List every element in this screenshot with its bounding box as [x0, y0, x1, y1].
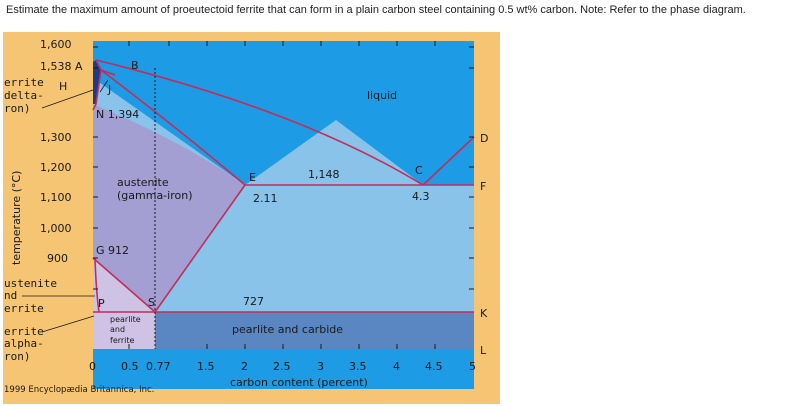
- point-label-c: C: [415, 164, 423, 177]
- j-pointer: [99, 79, 109, 93]
- x-tick-label: 4.5: [425, 360, 443, 373]
- left-label-austenite-ferrite: nd: [4, 289, 17, 302]
- region-label-pearlite-ferrite: and: [110, 325, 125, 334]
- solvus-line: [94, 257, 100, 313]
- x-tick-label: 3: [317, 360, 324, 373]
- y-tick-label: 1,000: [40, 222, 72, 235]
- peritectic-line: [100, 69, 116, 76]
- point-label-s: S: [148, 296, 155, 309]
- copyright-credit: 1999 Encyclopædia Britannica, Inc.: [4, 385, 154, 395]
- a3-line: [92, 257, 156, 313]
- x-tick-label: 3.5: [349, 360, 367, 373]
- point-label-k: K: [480, 307, 488, 320]
- y-tick-label: 1,100: [40, 191, 72, 204]
- x-tick-label: 2: [241, 360, 248, 373]
- region-label-gamma-iron: (gamma-iron): [117, 189, 193, 202]
- region-label-pearlite-ferrite: pearlite: [110, 315, 141, 324]
- x-tick-label: 0: [89, 360, 96, 373]
- eutectic-temperature-label: 1,148: [308, 168, 340, 181]
- pointer-delta: [41, 89, 94, 109]
- x-tick-label: 2.5: [273, 360, 291, 373]
- y-ticks-right: [469, 46, 474, 290]
- left-label-delta: ron): [4, 102, 31, 115]
- point-label-d: D: [480, 132, 488, 145]
- point-label-l: L: [480, 344, 487, 357]
- x-axis-title: carbon content (percent): [230, 376, 368, 389]
- question-text: Estimate the maximum amount of proeutect…: [6, 4, 746, 16]
- x-tick-label: 1.5: [197, 360, 215, 373]
- pointer-alpha: [41, 315, 95, 333]
- point-label-b: B: [131, 59, 139, 72]
- left-label-alpha: alpha-: [4, 337, 44, 350]
- pearlite-carbide-region: [93, 312, 474, 349]
- region-label-pearlite-ferrite: ferrite: [110, 336, 135, 345]
- delta-ferrite-region: [93, 60, 101, 104]
- left-label-delta: delta-: [4, 89, 44, 102]
- x-ticks: [128, 41, 436, 349]
- acm-line: [154, 184, 246, 313]
- point-label-n: N 1,394: [96, 108, 139, 121]
- point-label-j: J: [107, 83, 111, 96]
- y-tick-label: 900: [47, 252, 68, 265]
- x-tick-label: 0.77: [146, 360, 171, 373]
- eutectoid-temperature-label: 727: [243, 295, 264, 308]
- y-axis-title: temperature (°C): [10, 171, 23, 265]
- pearlite-ferrite-region: [93, 312, 155, 349]
- point-label-h: H: [59, 80, 67, 93]
- delta-boundary-line: [92, 59, 102, 111]
- left-label-alpha: errite: [4, 325, 44, 338]
- y-tick-label: 1,538 A: [40, 60, 83, 73]
- point-value-e: 2.11: [253, 192, 278, 205]
- y-tick-label: 1,300: [40, 131, 72, 144]
- point-value-c: 4.3: [412, 190, 430, 203]
- y-tick-label: 1,600: [40, 38, 72, 51]
- region-label-liquid: liquid: [367, 89, 397, 102]
- point-label-p: P: [98, 297, 105, 310]
- region-label-austenite: austenite: [117, 176, 169, 189]
- x-tick-label: 0.5: [121, 360, 139, 373]
- left-label-alpha: ron): [4, 350, 31, 363]
- x-tick-label: 4: [393, 360, 400, 373]
- left-label-austenite-ferrite: errite: [4, 302, 44, 315]
- phase-boundaries: [92, 59, 475, 313]
- liquidus-line: [95, 59, 424, 186]
- point-label-e: E: [249, 171, 256, 184]
- liquidus-right-line: [422, 136, 475, 186]
- point-label-f: F: [480, 180, 486, 193]
- region-label-pearlite-carbide: pearlite and carbide: [232, 323, 343, 336]
- x-tick-label: 5: [469, 360, 476, 373]
- point-label-g: G 912: [96, 244, 129, 257]
- left-label-austenite-ferrite: ustenite: [4, 277, 57, 290]
- y-ticks-left: [93, 46, 98, 290]
- austenite-region: [93, 105, 245, 312]
- left-label-delta: errite: [4, 76, 44, 89]
- y-tick-label: 1,200: [40, 161, 72, 174]
- solidus-line: [100, 69, 246, 186]
